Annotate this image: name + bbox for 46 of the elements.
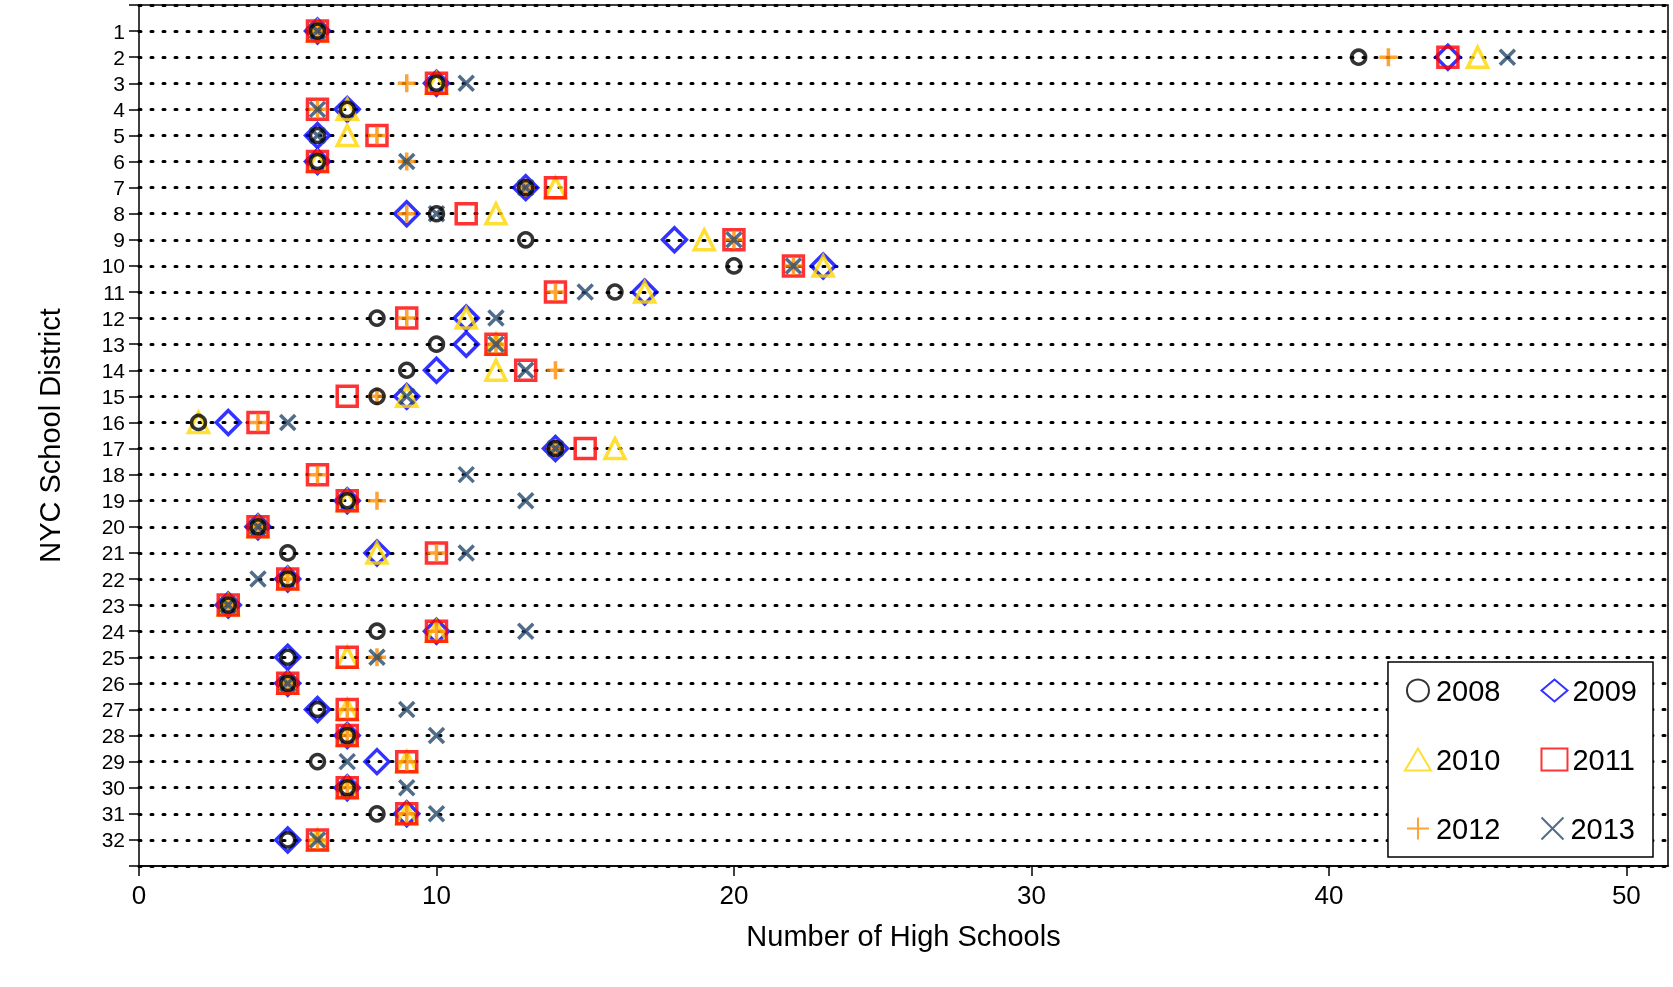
y-tick-label: 6 [113, 150, 125, 174]
legend-label: 2012 [1435, 812, 1501, 845]
y-tick-label: 21 [101, 541, 125, 565]
y-tick-label: 30 [101, 776, 125, 800]
y-tick-label: 1 [113, 19, 125, 43]
legend-label: 2008 [1435, 674, 1501, 707]
y-tick-label: 11 [103, 280, 125, 304]
y-axis-title: NYC School District [33, 308, 66, 563]
y-tick-label: 3 [113, 71, 125, 95]
y-tick-label: 25 [101, 645, 125, 669]
y-tick-label: 14 [101, 358, 126, 382]
y-tick-label: 7 [113, 176, 125, 200]
y-tick-label: 19 [101, 489, 125, 513]
x-tick-label: 20 [719, 880, 749, 910]
y-tick-label: 29 [101, 750, 125, 774]
y-tick-label: 20 [101, 515, 125, 539]
legend-label: 2009 [1572, 674, 1637, 707]
y-tick-label: 17 [101, 437, 125, 461]
legend-label: 2013 [1570, 812, 1635, 845]
x-tick-label: 50 [1611, 880, 1641, 910]
x-tick-label: 0 [131, 880, 147, 910]
y-tick-label: 13 [101, 332, 125, 356]
y-tick-label: 18 [101, 463, 125, 487]
y-tick-label: 5 [113, 123, 125, 147]
y-tick-label: 32 [101, 828, 125, 852]
x-tick-label: 10 [422, 880, 451, 910]
x-tick-label: 40 [1314, 880, 1344, 910]
y-tick-label: 15 [101, 384, 125, 408]
y-tick-label: 16 [101, 410, 125, 434]
y-tick-label: 23 [101, 593, 125, 617]
y-tick-label: 27 [101, 697, 125, 721]
y-tick-label: 26 [101, 671, 125, 695]
y-tick-label: 4 [113, 97, 126, 121]
y-tick-label: 9 [113, 228, 125, 252]
y-tick-label: 31 [101, 802, 125, 826]
y-tick-label: 24 [101, 619, 126, 643]
legend-label: 2011 [1572, 743, 1635, 776]
legend-label: 2010 [1435, 743, 1501, 776]
y-tick-label: 8 [113, 202, 125, 226]
x-tick-label: 30 [1016, 880, 1046, 910]
y-tick-label: 10 [101, 254, 125, 278]
y-tick-label: 28 [101, 724, 125, 748]
x-axis-title: Number of High Schools [746, 919, 1061, 952]
y-tick-label: 2 [113, 45, 125, 69]
y-tick-label: 12 [101, 306, 125, 330]
y-tick-label: 22 [101, 567, 125, 591]
